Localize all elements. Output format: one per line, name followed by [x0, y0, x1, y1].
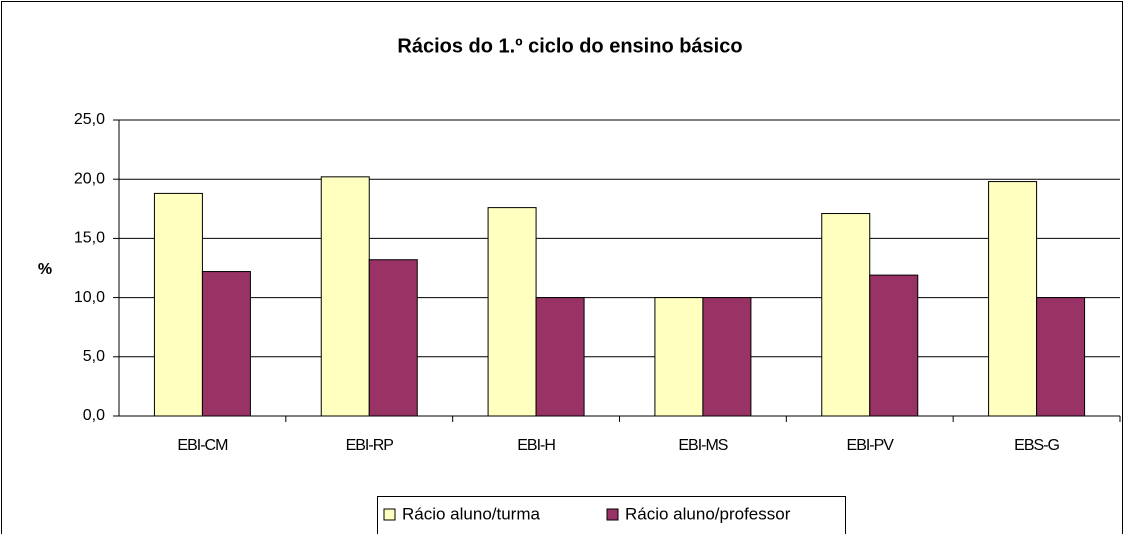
y-tick-label: 0,0 — [83, 407, 105, 424]
bar — [654, 297, 704, 417]
y-tick-label: 15,0 — [74, 230, 105, 247]
y-tick-label: 20,0 — [74, 170, 105, 187]
bar — [320, 176, 370, 417]
legend-label: Rácio aluno/professor — [625, 504, 791, 523]
legend-swatch — [383, 508, 396, 521]
x-tick-label: EBI-CM — [177, 437, 228, 454]
bar — [988, 181, 1038, 417]
bar — [821, 213, 871, 417]
y-tick-label: 5,0 — [83, 348, 105, 365]
bar — [535, 297, 585, 417]
y-tick-label: 25,0 — [74, 111, 105, 128]
x-tick-label: EBS-G — [1014, 437, 1059, 454]
x-tick-label: EBI-H — [517, 437, 555, 454]
bar — [201, 271, 251, 417]
x-tick-label: EBI-PV — [847, 437, 895, 454]
bar — [368, 259, 418, 417]
bar — [153, 192, 203, 417]
x-tick-label: EBI-MS — [678, 437, 727, 454]
bar — [702, 297, 752, 417]
bar — [869, 274, 919, 417]
bar — [1036, 297, 1086, 417]
bar — [487, 207, 537, 417]
y-axis-label: % — [38, 261, 52, 278]
chart-title: Rácios do 1.º ciclo do ensino básico — [397, 35, 742, 57]
legend-label: Rácio aluno/turma — [402, 504, 541, 523]
legend-swatch — [606, 508, 619, 521]
x-tick-label: EBI-RP — [346, 437, 394, 454]
y-tick-label: 10,0 — [74, 289, 105, 306]
